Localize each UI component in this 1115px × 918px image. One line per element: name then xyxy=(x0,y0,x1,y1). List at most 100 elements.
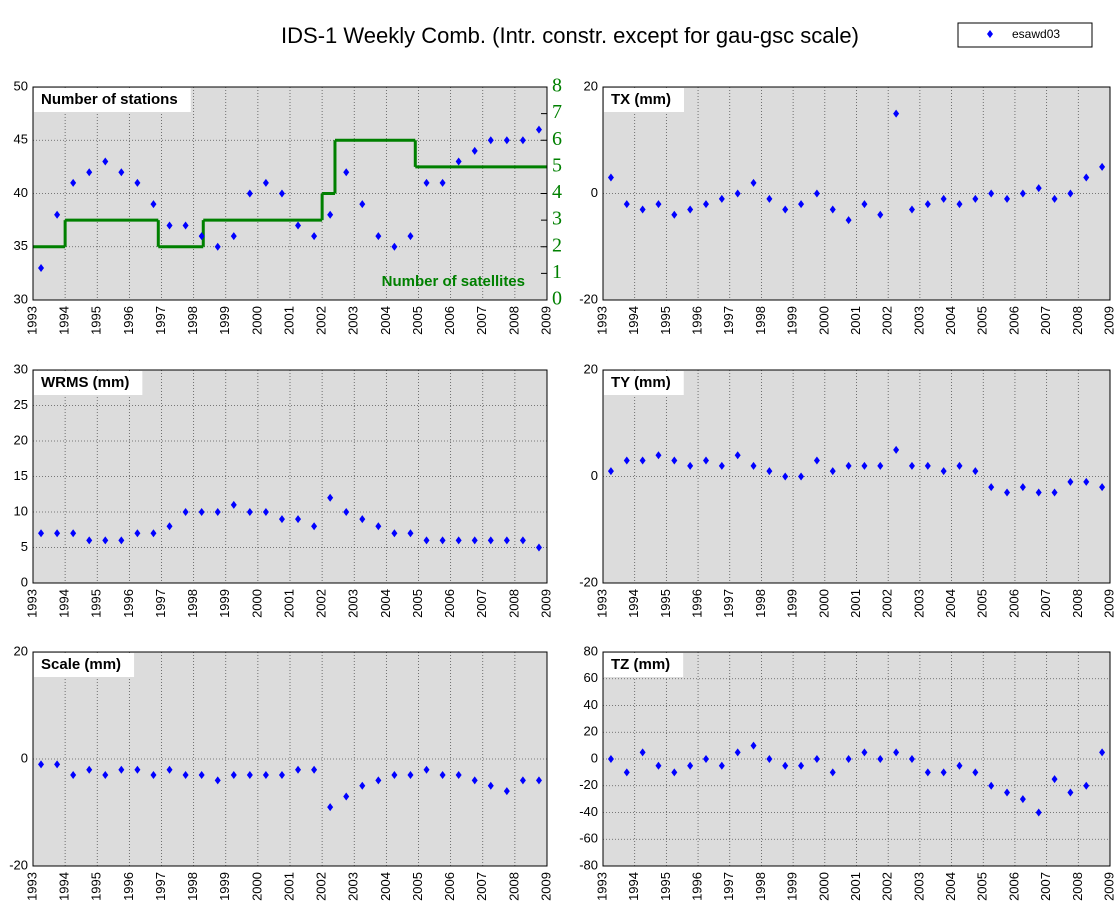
point xyxy=(455,157,462,166)
point xyxy=(295,221,302,230)
point xyxy=(375,776,382,785)
point xyxy=(924,768,931,777)
x-tick-label: 1995 xyxy=(89,589,104,618)
point xyxy=(423,765,430,774)
point xyxy=(295,765,302,774)
point xyxy=(455,771,462,780)
point xyxy=(1019,483,1026,492)
point xyxy=(798,761,805,770)
panel-label: Number of stations xyxy=(41,91,178,108)
point xyxy=(327,803,334,812)
x-tick-label: 2000 xyxy=(816,872,831,901)
point xyxy=(956,200,963,209)
y-tick-label: 20 xyxy=(584,724,598,739)
y-tick-label: 80 xyxy=(584,643,598,658)
point xyxy=(519,776,526,785)
x-tick-label: 1998 xyxy=(753,306,768,335)
x-tick-label: 1993 xyxy=(24,589,39,618)
point xyxy=(1067,189,1074,198)
x-tick-label: 1999 xyxy=(217,306,232,335)
point xyxy=(327,493,334,502)
x-tick-label: 1997 xyxy=(153,872,168,901)
x-tick-label: 1998 xyxy=(185,306,200,335)
point xyxy=(988,483,995,492)
x-tick-label: 2001 xyxy=(848,872,863,901)
point xyxy=(262,178,269,187)
y-tick-label: 35 xyxy=(14,238,28,253)
plot-area xyxy=(603,652,1110,866)
y-tick-label: -40 xyxy=(579,804,598,819)
point xyxy=(924,200,931,209)
point xyxy=(845,755,852,763)
point xyxy=(102,536,109,545)
point xyxy=(1099,162,1106,171)
x-tick-label: 2003 xyxy=(911,872,926,901)
y-tick-label: 10 xyxy=(14,503,28,518)
x-tick-label: 1993 xyxy=(24,872,39,901)
x-tick-label: 1998 xyxy=(753,589,768,618)
point xyxy=(182,221,189,230)
point xyxy=(38,529,45,538)
x-tick-label: 1997 xyxy=(721,872,736,901)
point xyxy=(1083,173,1090,182)
x-tick-label: 2006 xyxy=(442,872,457,901)
point xyxy=(166,221,173,230)
x-tick-label: 2006 xyxy=(1006,589,1021,618)
point xyxy=(230,500,237,509)
y2-tick-label: 6 xyxy=(552,128,562,150)
x-tick-label: 2003 xyxy=(346,589,361,618)
point xyxy=(702,755,709,763)
y2-tick-label: 3 xyxy=(552,208,562,230)
x-tick-label: 2007 xyxy=(1038,589,1053,618)
point xyxy=(829,467,836,476)
point xyxy=(1099,483,1106,492)
plot-area xyxy=(603,370,1110,583)
x-tick-label: 2006 xyxy=(1006,306,1021,335)
x-tick-label: 2002 xyxy=(314,589,329,618)
point xyxy=(877,461,884,470)
x-tick-label: 1994 xyxy=(57,306,72,335)
point xyxy=(798,472,805,481)
y-tick-label: 20 xyxy=(14,432,28,447)
x-tick-label: 2004 xyxy=(378,872,393,901)
x-tick-label: 2003 xyxy=(911,589,926,618)
x-tick-label: 2008 xyxy=(1070,589,1085,618)
point xyxy=(655,451,662,460)
x-tick-label: 2000 xyxy=(249,306,264,335)
y-tick-label: 45 xyxy=(14,132,28,147)
x-tick-label: 2008 xyxy=(1070,306,1085,335)
legend-label: esawd03 xyxy=(1012,27,1060,41)
y-tick-label: 0 xyxy=(591,468,598,483)
point xyxy=(687,461,694,470)
point xyxy=(118,168,125,177)
point xyxy=(487,781,494,790)
x-tick-label: 2002 xyxy=(314,872,329,901)
point xyxy=(623,200,630,209)
point xyxy=(1083,477,1090,486)
plot-area xyxy=(33,652,547,866)
x-tick-label: 1993 xyxy=(24,306,39,335)
plot-area xyxy=(33,370,547,583)
plot-frame xyxy=(32,369,548,584)
y-tick-label: 0 xyxy=(591,185,598,200)
point xyxy=(687,205,694,214)
point xyxy=(782,761,789,770)
y2-tick-label: 7 xyxy=(552,101,562,123)
point xyxy=(718,461,725,470)
point xyxy=(639,748,646,757)
point xyxy=(519,136,526,145)
x-tick-label: 1996 xyxy=(690,589,705,618)
panel-label-bg xyxy=(604,88,685,112)
x-tick-label: 1999 xyxy=(217,589,232,618)
x-tick-label: 2001 xyxy=(281,306,296,335)
x-tick-label: 2009 xyxy=(538,306,553,335)
point xyxy=(118,765,125,774)
point xyxy=(750,461,757,470)
y-tick-label: 50 xyxy=(14,78,28,93)
point xyxy=(1035,808,1042,817)
x-tick-label: 1995 xyxy=(658,306,673,335)
point xyxy=(407,529,414,538)
point xyxy=(1035,488,1042,497)
point xyxy=(503,136,510,145)
point xyxy=(439,178,446,187)
